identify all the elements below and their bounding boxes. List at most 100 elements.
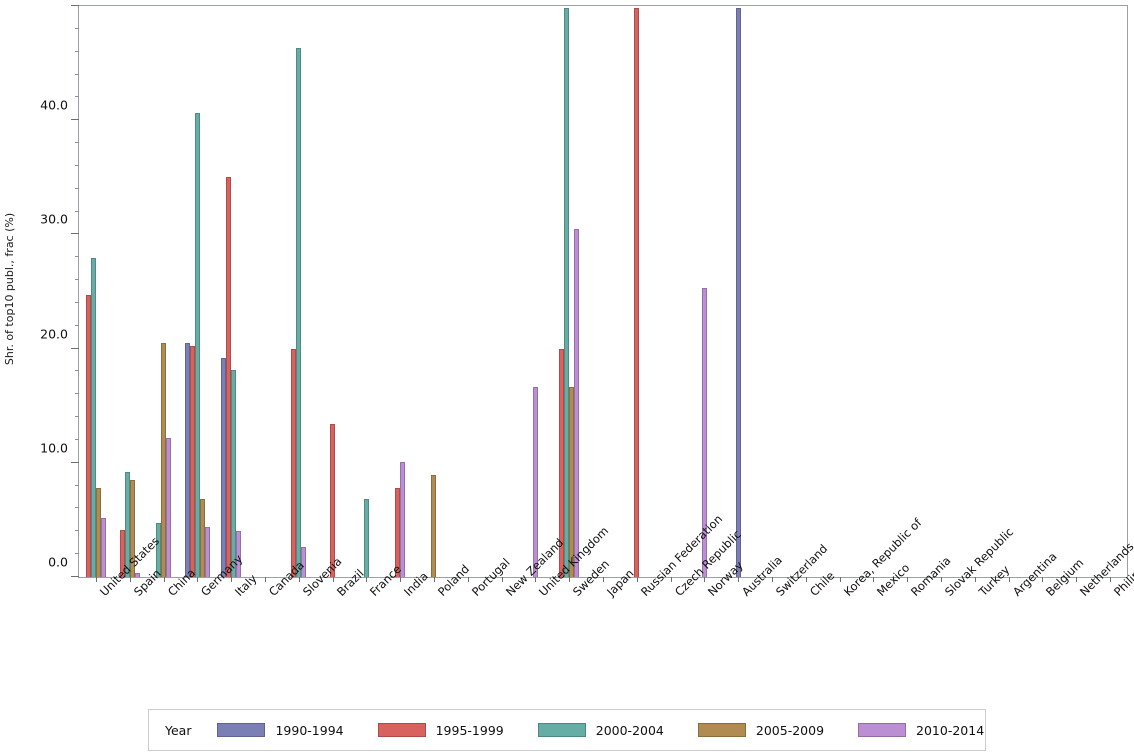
plot-inner: 0.010.020.030.040.050.0 (40, 5, 1127, 582)
legend-label: 2005-2009 (755, 722, 825, 738)
x-tick (569, 577, 571, 582)
legend-swatch (697, 723, 746, 737)
bar (166, 437, 172, 577)
x-tick (129, 577, 131, 582)
bar (395, 487, 401, 577)
bar (184, 342, 190, 577)
x-tick (704, 577, 706, 582)
x-tick (535, 577, 537, 582)
x-tick (231, 577, 233, 582)
legend-item[interactable]: 2005-2009 (697, 722, 825, 738)
y-axis-label: Shr. of top10 publ., frac (%) (3, 212, 16, 366)
y-tick-label: 0.0 (48, 554, 68, 570)
bar (236, 531, 242, 577)
bar (564, 8, 570, 577)
y-tick-minor (75, 50, 79, 52)
bar (221, 357, 227, 577)
y-tick-major (71, 119, 79, 121)
bar (559, 348, 565, 577)
x-tick (873, 577, 875, 582)
bar (156, 523, 162, 577)
legend-label: 2010-2014 (916, 722, 985, 738)
y-tick-minor (75, 324, 79, 326)
legend-item[interactable]: 2010-2014 (858, 723, 984, 738)
y-tick-major (71, 233, 79, 235)
y-tick-minor (75, 96, 79, 98)
x-tick (670, 577, 672, 582)
y-tick-minor (75, 438, 79, 440)
x-tick (1076, 577, 1078, 582)
x-tick (839, 577, 841, 582)
y-tick-label: 40.0 (40, 97, 68, 113)
legend-swatch (377, 723, 426, 737)
x-tick (974, 577, 976, 582)
y-tick-minor (75, 142, 79, 144)
x-tick (400, 577, 402, 582)
y-tick-major (71, 461, 79, 463)
x-tick (433, 577, 435, 582)
y-tick-minor (75, 416, 79, 418)
bar (85, 294, 91, 577)
bar (161, 342, 167, 577)
y-tick-minor (75, 301, 79, 303)
bar (735, 8, 741, 577)
bar (95, 487, 101, 577)
y-tick-minor (75, 507, 79, 509)
y-tick-major (71, 5, 79, 6)
chart-legend: Year 1990-1994 1995-1999 2000-2004 2005-200… (148, 709, 986, 751)
x-tick (772, 577, 774, 582)
bar (291, 348, 297, 577)
bar (100, 517, 106, 577)
bar (124, 471, 130, 577)
x-tick (501, 577, 503, 582)
x-tick (1008, 577, 1010, 582)
bar (199, 499, 205, 577)
bar (701, 288, 707, 577)
y-tick-minor (75, 484, 79, 486)
x-tick (95, 577, 97, 582)
y-tick-minor (75, 530, 79, 532)
y-tick-minor (75, 73, 79, 75)
bar (431, 475, 437, 577)
x-tick (163, 577, 165, 582)
y-tick-minor (75, 187, 79, 189)
x-tick (264, 577, 266, 582)
bar (226, 177, 232, 577)
bar (119, 530, 125, 577)
y-tick-major (71, 576, 79, 577)
y-tick-minor (75, 393, 79, 395)
y-tick-minor (75, 370, 79, 372)
y-tick-minor (75, 164, 79, 166)
bar (569, 387, 575, 577)
x-tick (197, 577, 199, 582)
legend-label: 1995-1999 (435, 722, 504, 738)
y-tick-minor (75, 553, 79, 555)
x-tick (738, 577, 740, 582)
legend-item[interactable]: 1990-1994 (217, 723, 344, 738)
legend-item[interactable]: 2000-2004 (537, 722, 664, 738)
bar (532, 387, 538, 577)
legend-label: 2000-2004 (595, 722, 664, 738)
bar (400, 461, 406, 577)
bar (189, 346, 195, 577)
legend-swatch (217, 723, 266, 737)
legend-items: 1990-1994 1995-1999 2000-2004 2005-2009 2010… (217, 723, 1018, 738)
legend-swatch (537, 723, 586, 737)
x-tick (467, 577, 469, 582)
x-tick (1110, 577, 1112, 582)
x-tick (1042, 577, 1044, 582)
x-tick (298, 577, 300, 582)
legend-item[interactable]: 1995-1999 (377, 722, 504, 738)
y-tick-minor (75, 210, 79, 212)
y-tick-minor (75, 279, 79, 281)
legend-swatch (858, 723, 907, 737)
x-tick (603, 577, 604, 582)
bar (129, 479, 135, 577)
plot-area: 0.010.020.030.040.050.0 (40, 5, 1128, 582)
bar (301, 547, 307, 577)
bar (363, 499, 369, 577)
bar (296, 48, 302, 577)
bar (231, 370, 237, 577)
bar (194, 113, 200, 577)
y-tick-label: 10.0 (40, 440, 68, 456)
